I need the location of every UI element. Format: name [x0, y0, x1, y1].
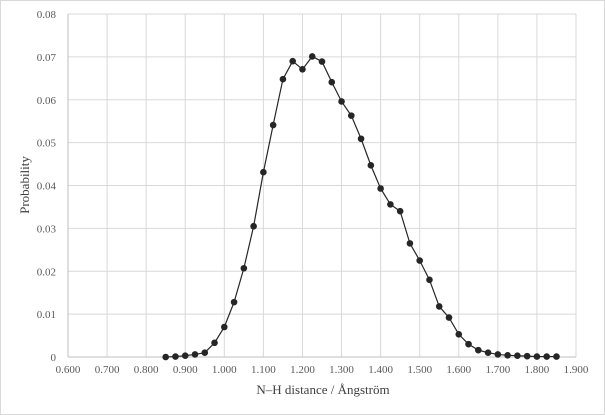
- data-point: [396, 207, 404, 215]
- data-point: [553, 353, 560, 360]
- gridlines: [68, 13, 577, 357]
- data-point: [328, 78, 336, 86]
- data-point: [240, 264, 248, 272]
- y-tick-label: 0.02: [37, 266, 56, 278]
- data-point: [279, 75, 287, 83]
- data-point: [191, 351, 199, 358]
- y-tick-label: 0.04: [37, 181, 57, 193]
- y-tick-label: 0.07: [37, 52, 57, 64]
- data-point: [250, 222, 257, 230]
- data-point: [533, 353, 541, 360]
- data-point: [416, 257, 423, 264]
- data-point: [338, 98, 345, 105]
- data-point: [221, 323, 228, 331]
- x-tick-label: 1.400: [368, 364, 393, 376]
- data-point: [348, 112, 355, 119]
- data-point: [455, 330, 463, 338]
- x-axis-title: N–H distance / Ångström: [256, 382, 389, 397]
- data-point: [543, 353, 550, 360]
- data-point: [289, 57, 296, 65]
- data-point: [230, 298, 238, 306]
- axes: [67, 14, 576, 358]
- data-point: [387, 201, 394, 208]
- x-tick-label: 1.000: [212, 364, 237, 376]
- data-point: [260, 168, 267, 176]
- y-tick-label: 0: [51, 352, 57, 364]
- data-point: [514, 352, 521, 360]
- data-point: [318, 58, 326, 65]
- data-point: [484, 349, 492, 357]
- data-point: [475, 346, 482, 354]
- x-tick-label: 0.600: [56, 364, 81, 376]
- data-point: [211, 339, 218, 347]
- data-point: [181, 352, 189, 360]
- x-tick-label: 0.700: [95, 364, 120, 376]
- data-point: [172, 353, 179, 360]
- data-point: [377, 185, 384, 192]
- y-tick-label: 0.03: [37, 223, 57, 235]
- x-tick-label: 1.500: [407, 364, 432, 376]
- y-tick-labels: 0 0.01 0.02 0.03 0.04 0.05 0.06 0.07 0.08: [37, 9, 57, 364]
- x-tick-label: 1.300: [329, 364, 354, 376]
- data-point: [162, 353, 169, 361]
- data-series: [162, 53, 560, 361]
- y-axis-title: Probability: [17, 156, 32, 214]
- x-tick-label: 0.900: [173, 364, 198, 376]
- data-point: [435, 303, 443, 310]
- x-tick-label: 1.100: [251, 364, 276, 376]
- data-point: [201, 349, 209, 357]
- x-tick-label: 1.600: [446, 364, 471, 376]
- x-tick-labels: 0.600 0.700 0.800 0.900 1.000 1.100 1.200 1.300…: [56, 364, 589, 376]
- data-point: [269, 121, 277, 129]
- x-tick-label: 1.700: [485, 364, 510, 376]
- data-point: [494, 351, 502, 358]
- data-point: [426, 276, 433, 284]
- y-tick-label: 0.05: [37, 138, 57, 150]
- data-point: [406, 240, 414, 247]
- y-tick-label: 0.08: [37, 9, 57, 21]
- y-tick-label: 0.06: [37, 95, 57, 107]
- data-point: [357, 135, 365, 143]
- data-point: [299, 66, 306, 73]
- x-tick-label: 1.800: [525, 364, 550, 376]
- data-point: [465, 340, 472, 348]
- data-point: [367, 162, 375, 169]
- data-point: [308, 53, 316, 60]
- data-point: [445, 314, 453, 321]
- y-tick-label: 0.01: [37, 309, 56, 321]
- x-tick-label: 0.800: [134, 364, 159, 376]
- x-tick-label: 1.200: [290, 364, 315, 376]
- x-tick-label: 1.900: [564, 364, 589, 376]
- data-point: [504, 351, 511, 359]
- data-point: [523, 352, 531, 360]
